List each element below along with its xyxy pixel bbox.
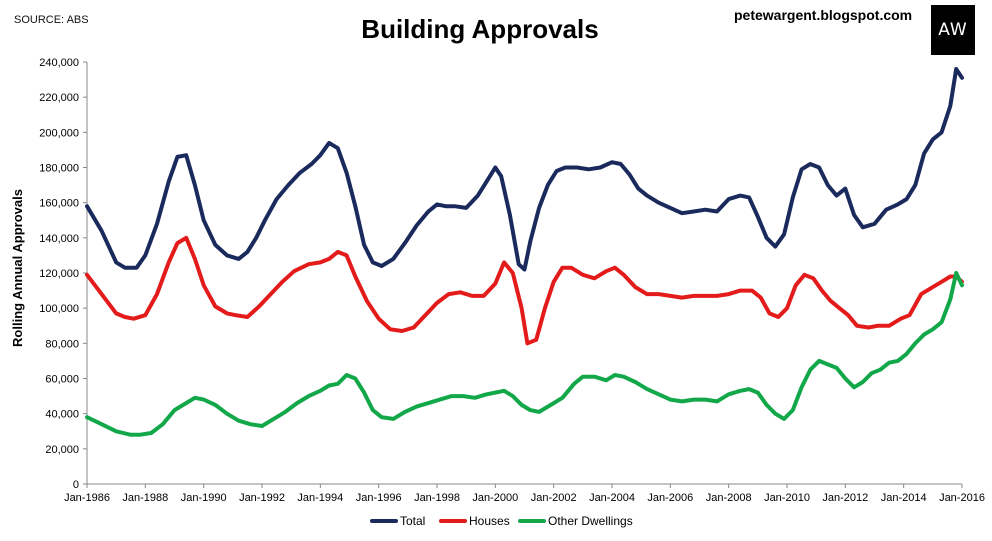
y-tick-label: 220,000 [39,92,79,104]
axes [86,62,962,485]
x-tick-label: Jan-2004 [589,492,635,504]
legend: Total Houses Other Dwellings [370,514,633,528]
series-lines [85,67,964,437]
x-tick-label: Jan-1988 [122,492,168,504]
series-line-houses [85,235,964,346]
legend-label: Other Dwellings [548,514,633,528]
y-tick-label: 60,000 [45,374,79,386]
y-tick-label: 80,000 [45,338,79,350]
x-tick-label: Jan-2012 [822,492,868,504]
x-tick-label: Jan-2014 [881,492,927,504]
y-tick-label: 180,000 [39,163,79,175]
x-tick-label: Jan-2006 [647,492,693,504]
series-line-other-dwellings [85,271,964,437]
x-tick-label: Jan-2002 [531,492,577,504]
y-tick-label: 200,000 [39,127,79,139]
y-tick-label: 240,000 [39,57,79,69]
x-tick-label: Jan-1996 [356,492,402,504]
x-tick-label: Jan-2000 [472,492,518,504]
y-tick-label: 140,000 [39,233,79,245]
source-note: SOURCE: ABS [14,14,89,26]
y-axis-label: Rolling Annual Approvals [10,189,25,347]
blog-url: petewargent.blogspot.com [734,7,913,23]
x-tick-label: Jan-2010 [764,492,810,504]
x-axis-ticks: Jan-1986 Jan-1988 Jan-1990 Jan-1992 Jan-1994… [64,484,985,504]
legend-label: Houses [469,514,510,528]
y-tick-label: 160,000 [39,198,79,210]
y-tick-label: 0 [73,479,79,491]
legend-label: Total [400,514,425,528]
x-tick-label: Jan-1990 [181,492,227,504]
y-tick-label: 100,000 [39,303,79,315]
series-line-total [85,67,964,272]
x-tick-label: Jan-2016 [939,492,985,504]
y-tick-label: 120,000 [39,268,79,280]
aw-logo: AW [931,5,975,55]
x-tick-label: Jan-2008 [706,492,752,504]
x-tick-label: Jan-1992 [239,492,285,504]
y-tick-label: 40,000 [45,409,79,421]
chart-title: Building Approvals [361,14,598,44]
x-tick-label: Jan-1994 [297,492,343,504]
x-tick-label: Jan-1998 [414,492,460,504]
y-axis-ticks: 0 20,000 40,000 60,000 80,000 100,000 120,000 1… [39,57,87,491]
x-tick-label: Jan-1986 [64,492,110,504]
y-tick-label: 20,000 [45,444,79,456]
